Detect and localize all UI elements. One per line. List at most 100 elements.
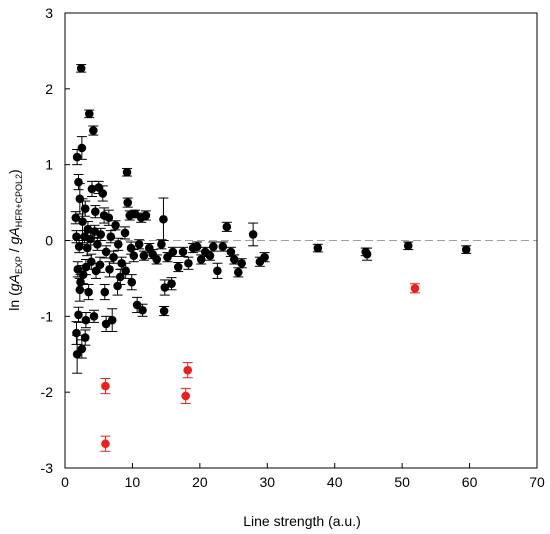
data-point [192,241,203,252]
data-point [217,241,228,252]
data-marker [71,213,81,223]
data-marker [78,217,87,226]
data-marker [101,439,110,449]
y-axis-title-a2: A [6,227,22,237]
data-point [178,246,188,257]
data-point [158,197,169,241]
data-marker [72,152,82,162]
data-marker [95,260,105,270]
data-marker [362,249,372,259]
data-marker [163,252,172,262]
y-axis-title-sub2: HFR+CPOL2 [14,174,24,227]
data-marker [81,315,91,325]
data-point [409,283,420,294]
data-point [236,258,247,269]
data-point [122,167,133,177]
data-marker [76,277,85,287]
data-marker [209,242,218,251]
data-marker [139,251,149,260]
data-marker [72,328,81,338]
data-marker [178,247,188,257]
y-tick-label: -2 [41,384,54,400]
data-marker [111,221,120,230]
data-marker [73,265,83,274]
data-point [362,247,373,261]
y-axis-title-sep: / [6,244,22,256]
data-point [99,283,110,301]
data-point [166,277,177,291]
data-point [156,239,167,250]
data-point [122,197,133,208]
data-marker [113,239,123,249]
data-point [212,262,223,279]
x-tick-label: 50 [394,474,410,490]
x-axis-title: Line strength (a.u.) [243,513,361,529]
data-marker [122,167,132,177]
data-marker [86,234,95,244]
data-marker [192,242,202,251]
data-point [104,261,115,278]
data-marker [157,239,166,249]
tick-labels: 0 10 20 30 40 50 60 70 -3 -2 -1 0 1 2 3 [41,5,545,490]
data-point [183,256,194,270]
data-point [72,149,83,166]
data-marker [101,247,111,257]
data-point [120,226,131,240]
data-marker [410,283,420,293]
data-point [103,209,114,226]
data-marker [91,207,100,216]
data-point [71,321,82,345]
data-point [144,243,155,254]
data-marker [80,204,90,213]
data-marker [115,272,125,282]
data-marker [76,64,86,73]
data-marker [74,177,83,187]
data-point [88,125,99,136]
data-marker [138,305,147,315]
data-point [248,222,259,247]
data-point [180,387,191,405]
data-marker [134,239,144,249]
x-tick-label: 20 [192,474,208,490]
data-marker [89,312,99,321]
data-point [88,309,99,323]
y-axis-title-suffix: ) [6,169,22,174]
data-point [259,252,270,263]
data-point [80,312,91,329]
data-marker [144,243,154,253]
data-marker [98,189,108,198]
x-tick-label: 10 [125,474,141,490]
data-marker [229,255,239,264]
data-point [134,239,145,250]
data-point [126,274,137,291]
data-marker [152,255,162,264]
data-marker [159,214,168,224]
data-marker [132,300,142,310]
data-marker [127,277,137,287]
x-tick-label: 70 [529,474,545,490]
data-marker [218,242,228,251]
y-tick-label: 0 [45,233,53,249]
data-marker [237,258,246,268]
data-marker [96,230,106,239]
data-point [128,249,139,263]
data-marker [74,242,84,251]
y-tick-label: 3 [45,5,53,21]
y-axis-title-g2: g [6,236,22,244]
data-marker [121,266,130,276]
data-marker [196,255,206,264]
data-marker [159,306,169,316]
data-marker [72,349,82,359]
data-marker [181,391,190,401]
data-point [173,261,184,273]
data-point [108,250,119,264]
y-axis-title-prefix: ln ( [6,291,22,311]
data-marker [109,252,118,262]
data-marker [94,183,104,192]
data-point [110,220,121,231]
data-marker [168,247,178,257]
data-marker [104,213,114,223]
y-tick-label: 2 [45,81,53,97]
data-marker [126,243,136,253]
